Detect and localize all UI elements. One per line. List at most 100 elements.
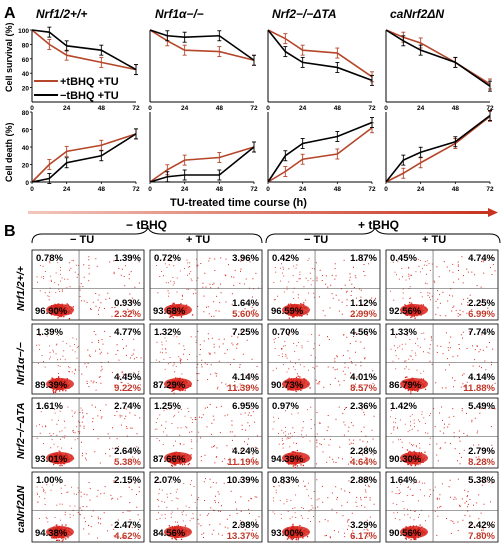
- x-tick-label: 48: [452, 186, 460, 193]
- bracket-minus-tbhq: [31, 226, 263, 244]
- x-tick-label: 72: [486, 105, 494, 112]
- cell-cluster: [164, 378, 192, 390]
- flow-plot: 1.42% 5.49% 90.30% 2.79%8.28%: [385, 397, 499, 469]
- time-arrow-head: [488, 208, 498, 217]
- title-nrf1a: Nrf1α−/−: [155, 7, 204, 21]
- cell-cluster: [46, 526, 74, 538]
- x-tick-label: 72: [132, 105, 140, 112]
- cell-cluster: [164, 452, 192, 464]
- quadrant-lr: 4.24%: [232, 446, 259, 457]
- flow-plot: 0.42% 1.87% 96.59% 1.12%2.99%: [267, 249, 381, 321]
- y-tick-label: 40: [22, 145, 30, 152]
- row-label: Nrf1/2+/+: [15, 266, 27, 311]
- x-tick-label: 48: [98, 186, 106, 193]
- apoptosis-total: 4.62%: [114, 531, 141, 542]
- x-tick-label: 72: [250, 105, 258, 112]
- cell-cluster: [400, 378, 428, 390]
- quadrant-ul: 0.70%: [272, 327, 299, 338]
- x-tick-label: 72: [486, 186, 494, 193]
- apoptosis-total: 6.17%: [350, 531, 377, 542]
- quadrant-lr: 2.42%: [468, 520, 495, 531]
- time-arrow-bar: [28, 211, 490, 214]
- bracket-plus-tbhq: [265, 226, 501, 244]
- quadrant-lr: 4.14%: [232, 372, 259, 383]
- quadrant-ll: 87.29%: [153, 380, 186, 391]
- flow-plot: 1.32% 7.25% 87.29% 4.14%11.39%: [149, 323, 263, 395]
- y-tick-label: 100: [18, 28, 29, 35]
- quadrant-ur: 2.36%: [350, 401, 377, 412]
- quadrant-ll: 93.01%: [35, 454, 68, 465]
- quadrant-lr: 2.98%: [232, 520, 259, 531]
- flow-plot: 1.33% 7.74% 86.79% 4.14%11.88%: [385, 323, 499, 395]
- x-tick-label: 72: [368, 186, 376, 193]
- quadrant-ur: 2.15%: [114, 475, 141, 486]
- x-tick-label: 48: [452, 105, 460, 112]
- series-line-minus-tbhq: [385, 29, 491, 87]
- quadrant-lr: 4.14%: [468, 372, 495, 383]
- quadrant-ul: 1.25%: [154, 401, 181, 412]
- x-tick-label: 72: [250, 186, 258, 193]
- ylabel-death: Cell death (%): [4, 122, 14, 182]
- series-line-plus-tbhq: [385, 115, 491, 183]
- quadrant-ul: 0.42%: [272, 253, 299, 264]
- flow-plot: 0.45% 4.74% 92.56% 2.25%6.99%: [385, 249, 499, 321]
- title-canrf2: caNrf2ΔN: [390, 7, 444, 21]
- apoptosis-total: 7.80%: [468, 531, 495, 542]
- cell-cluster: [164, 304, 192, 316]
- series-line-plus-tbhq: [31, 133, 137, 183]
- flow-plot: 2.07% 10.39% 84.56% 2.98%13.37%: [149, 471, 263, 543]
- row-label: Nrf2−/−ΔTA: [15, 403, 27, 459]
- flow-plot: 1.25% 6.95% 87.66% 4.24%11.19%: [149, 397, 263, 469]
- quadrant-ur: 3.96%: [232, 253, 259, 264]
- quadrant-ll: 92.56%: [389, 306, 422, 317]
- flow-cytometry-grid: Nrf1/2+/+ Nrf1α−/− Nrf2−/−ΔTA caNrf2ΔN 0.78%…: [15, 249, 499, 543]
- x-tick-label: 48: [216, 105, 224, 112]
- x-tick-label: 24: [417, 105, 425, 112]
- quadrant-ul: 1.39%: [36, 327, 63, 338]
- cell-cluster: [164, 526, 192, 538]
- flow-plot: 0.72% 3.96% 93.68% 1.64%5.60%: [149, 249, 263, 321]
- quadrant-ll: 90.56%: [389, 528, 422, 539]
- flow-plot: 0.83% 2.88% 93.00% 3.29%6.17%: [267, 471, 381, 543]
- chart-survival-1: 20 40 60 80 100 0 24 48 72: [18, 26, 140, 112]
- row-label: caNrf2ΔN: [15, 485, 27, 533]
- chart-death-4: 0 24 48 72: [384, 110, 494, 193]
- x-tick-label: 0: [266, 105, 270, 112]
- apoptosis-total: 8.57%: [350, 383, 377, 394]
- flow-plot: 1.64% 5.38% 90.56% 2.42%7.80%: [385, 471, 499, 543]
- x-tick-label: 48: [216, 186, 224, 193]
- x-tick-label: 24: [417, 186, 425, 193]
- event-dots: [36, 256, 140, 320]
- flow-plot: 1.39% 4.77% 89.39% 4.45%9.22%: [31, 323, 145, 395]
- quadrant-ll: 90.30%: [389, 454, 422, 465]
- quadrant-ul: 0.45%: [390, 253, 417, 264]
- plot-frame: [385, 397, 499, 469]
- cell-cluster: [46, 378, 74, 390]
- quadrant-ul: 1.33%: [390, 327, 417, 338]
- cell-cluster: [400, 526, 428, 538]
- quadrant-ur: 10.39%: [227, 475, 260, 486]
- tu-label-2: + TU: [186, 234, 210, 246]
- x-tick-label: 0: [148, 186, 152, 193]
- apoptosis-total: 8.28%: [468, 457, 495, 468]
- quadrant-lr: 1.64%: [232, 298, 259, 309]
- quadrant-ll: 89.39%: [35, 380, 68, 391]
- legend-red-label: +tBHQ +TU: [60, 76, 119, 88]
- quadrant-ul: 1.64%: [390, 475, 417, 486]
- cell-cluster: [282, 304, 310, 316]
- quadrant-lr: 2.25%: [468, 298, 495, 309]
- cell-cluster: [400, 304, 428, 316]
- quadrant-lr: 2.64%: [114, 446, 141, 457]
- legend: +tBHQ +TU −tBHQ +TU: [34, 76, 119, 102]
- x-tick-label: 48: [334, 186, 342, 193]
- quadrant-ll: 96.59%: [271, 306, 304, 317]
- legend-black-label: −tBHQ +TU: [60, 90, 119, 102]
- group-label-plus-tbhq: + tBHQ: [358, 218, 399, 232]
- x-tick-label: 24: [181, 105, 189, 112]
- quadrant-lr: 2.47%: [114, 520, 141, 531]
- cell-cluster: [282, 378, 310, 390]
- y-tick-label: 80: [22, 110, 30, 117]
- quadrant-ul: 1.61%: [36, 401, 63, 412]
- quadrant-lr: 2.28%: [350, 446, 377, 457]
